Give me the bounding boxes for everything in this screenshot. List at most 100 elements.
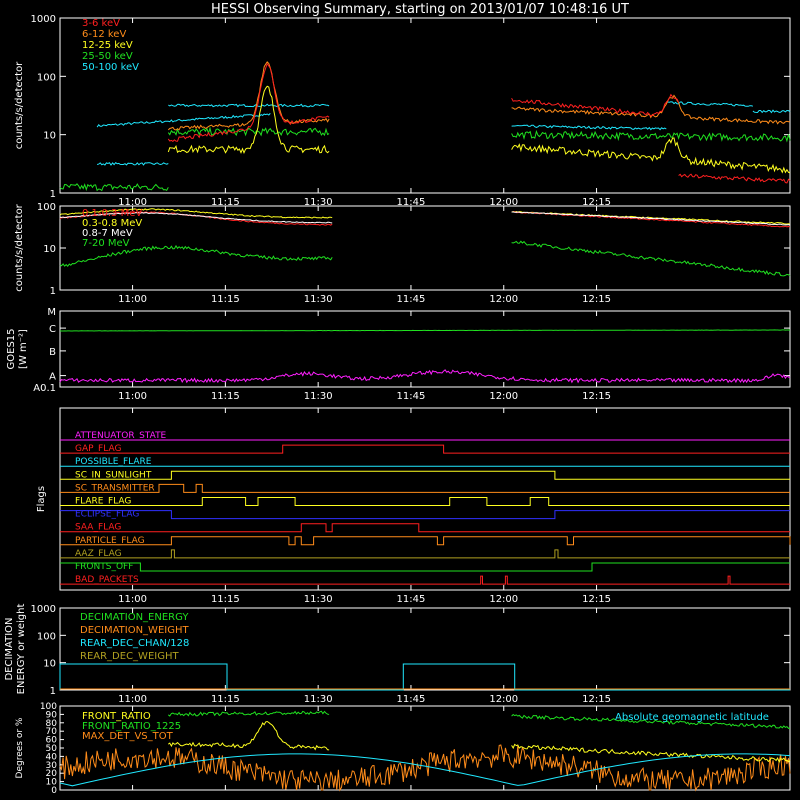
y-tick-label: 70 — [46, 727, 58, 737]
figure-title: HESSI Observing Summary, starting on 201… — [211, 2, 629, 17]
flag-label: ECLIPSE_FLAG — [75, 510, 139, 520]
x-tick-label: 11:30 — [304, 594, 333, 605]
x-tick-label: 12:00 — [489, 294, 518, 305]
y-tick-label: 10 — [43, 659, 56, 670]
panel-frame-lowE — [59, 17, 791, 194]
y-tick-label: 0 — [51, 786, 57, 796]
x-tick-label: 11:15 — [211, 294, 240, 305]
legend-entry: FRONT_RATIO — [82, 711, 151, 722]
legend-entry: DECIMATION_ENERGY — [80, 612, 189, 623]
series-line — [59, 212, 333, 224]
flag-trace — [60, 523, 790, 533]
panel-frame-goes — [59, 310, 791, 388]
series-line — [167, 126, 330, 137]
x-tick-label: 12:15 — [582, 391, 611, 402]
x-tick-label: 11:00 — [118, 197, 147, 208]
legend-entry: 3-6 keV — [82, 18, 120, 29]
y-tick-label: 1000 — [31, 14, 56, 25]
y-tick-label: 1000 — [31, 604, 56, 615]
flag-label: ATTENUATOR_STATE — [75, 431, 167, 441]
flag-label: FLARE_FLAG — [75, 497, 131, 507]
flag-trace — [60, 497, 790, 506]
legend-entry: 7-20 MeV — [82, 238, 130, 249]
series-line — [167, 62, 330, 143]
y-tick-label: A0.1 — [33, 383, 56, 394]
x-tick-label: 11:45 — [397, 294, 426, 305]
flag-label: FRONTS_OFF — [75, 562, 133, 572]
y-axis-label: Degrees or % — [15, 717, 25, 778]
series-line — [59, 663, 790, 691]
y-tick-label: 1 — [50, 189, 56, 200]
y-tick-label: 60 — [46, 736, 58, 746]
series-line — [168, 103, 330, 108]
flag-label: PARTICLE_FLAG — [75, 536, 145, 546]
y-tick-label: A — [49, 372, 56, 383]
series-line — [59, 744, 791, 792]
series-line — [167, 710, 330, 717]
y-tick-label: 10 — [43, 244, 56, 255]
x-tick-label: 11:15 — [211, 694, 240, 705]
series-line — [59, 369, 791, 384]
y-tick-label: 100 — [40, 702, 57, 712]
x-tick-label: 11:30 — [304, 294, 333, 305]
x-tick-label: 11:45 — [397, 391, 426, 402]
panel-frame-flags — [59, 407, 791, 591]
panels: 11:00 11:15 11:30 11:45 12:00 12:151101001000… — [4, 14, 791, 796]
flag-trace — [60, 510, 790, 520]
legend-entry: 50-100 keV — [82, 62, 139, 73]
x-tick-label: 12:00 — [489, 391, 518, 402]
legend-entry: FRONT_RATIO_1225 — [82, 721, 181, 732]
y-tick-label: 1 — [50, 286, 56, 297]
x-tick-label: 12:00 — [489, 694, 518, 705]
x-tick-label: 11:15 — [211, 391, 240, 402]
y-tick-label: 10 — [46, 778, 58, 788]
series-line — [96, 162, 169, 166]
flag-label: AAZ_FLAG — [75, 549, 122, 559]
y-tick-label: 40 — [46, 752, 58, 762]
flag-trace — [60, 575, 790, 585]
series-line — [666, 101, 754, 107]
legend-entry: REAR_DEC_WEIGHT — [80, 651, 179, 662]
series-line — [59, 329, 791, 332]
x-tick-label: 12:15 — [582, 294, 611, 305]
flag-trace — [60, 562, 790, 572]
series-line — [59, 753, 791, 787]
y-tick-label: 30 — [46, 761, 58, 771]
series-line — [511, 93, 680, 117]
x-tick-label: 11:30 — [304, 694, 333, 705]
panel-frame-decim — [59, 607, 791, 691]
flag-trace — [60, 470, 790, 480]
series-line — [511, 94, 791, 125]
series-line — [511, 129, 791, 143]
series-line — [96, 113, 271, 128]
series-line — [678, 173, 791, 184]
x-tick-label: 11:00 — [118, 594, 147, 605]
y-tick-label: B — [49, 347, 56, 358]
y-tick-label: 90 — [46, 710, 58, 720]
y-axis-label: counts/s/detector — [14, 61, 25, 149]
series-line — [167, 61, 330, 131]
y-tick-label: C — [49, 324, 56, 335]
series-line — [511, 240, 791, 277]
y-axis-label: ENERGY or weight — [16, 604, 27, 695]
series-line — [511, 713, 791, 729]
x-tick-label: 11:45 — [397, 197, 426, 208]
x-tick-label: 11:30 — [304, 391, 333, 402]
y-tick-label: 50 — [46, 744, 58, 754]
y-tick-label: 1 — [50, 686, 56, 697]
x-tick-label: 11:30 — [304, 197, 333, 208]
y-tick-label: M — [47, 307, 56, 318]
series-line — [168, 720, 330, 751]
x-tick-label: 11:45 — [397, 594, 426, 605]
series-line — [167, 85, 330, 155]
x-tick-label: 11:15 — [211, 197, 240, 208]
x-tick-label: 12:15 — [582, 594, 611, 605]
y-tick-label: 100 — [37, 202, 56, 213]
legend-entry: 12-25 keV — [82, 40, 133, 51]
flag-trace — [60, 483, 790, 493]
series-line — [59, 208, 333, 219]
x-tick-label: 12:00 — [489, 594, 518, 605]
flag-label: POSSIBLE_FLARE — [75, 457, 152, 467]
flag-trace — [60, 444, 790, 454]
